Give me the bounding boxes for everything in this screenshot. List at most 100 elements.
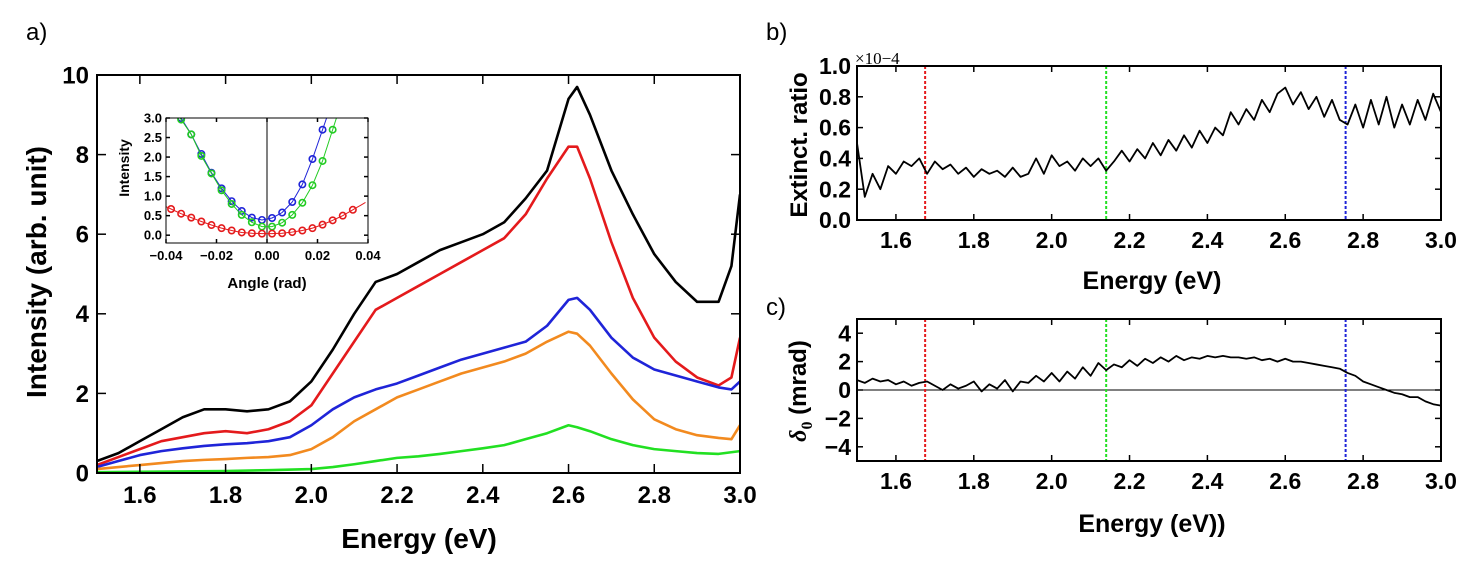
series-line-3 bbox=[97, 330, 740, 471]
x-tick-label: 2.6 bbox=[1269, 227, 1301, 253]
x-tick-label: 2.2 bbox=[1114, 468, 1146, 494]
x-tick-label: 2.4 bbox=[1191, 227, 1223, 253]
data-point bbox=[217, 186, 226, 195]
y-tick-label: 0.0 bbox=[144, 228, 162, 243]
data-point bbox=[187, 213, 196, 222]
x-tick-label: 1.8 bbox=[958, 227, 990, 253]
chart-a-inset: −0.04 −0.02 0.00 0.02 0.04 0.0 0.5 1.0 1.5 2.0 2.5… bbox=[116, 111, 381, 292]
y-tick-label: 0.5 bbox=[144, 208, 162, 223]
chart-c-xlabel: Energy (eV)) bbox=[1078, 510, 1225, 538]
data-point bbox=[207, 169, 216, 178]
y-tick-label: 2.5 bbox=[144, 130, 162, 145]
plot-area bbox=[166, 118, 366, 243]
data-point bbox=[177, 118, 186, 124]
series-line-2 bbox=[97, 296, 740, 469]
plot-frame bbox=[856, 65, 1442, 221]
data-point bbox=[237, 228, 246, 237]
data-point bbox=[308, 224, 317, 233]
y-tick-label: 1.5 bbox=[144, 169, 162, 184]
data-point bbox=[207, 221, 216, 230]
y-tick-label: −2 bbox=[825, 405, 851, 431]
x-tick-label: 2.4 bbox=[1191, 468, 1223, 494]
y-tick-label: 2 bbox=[838, 349, 851, 375]
x-tick-label: 2.2 bbox=[380, 482, 413, 509]
data-point bbox=[268, 214, 277, 223]
x-tick-label: 1.8 bbox=[958, 468, 990, 494]
data-point bbox=[247, 213, 256, 222]
data-point bbox=[348, 205, 357, 214]
y-tick-label: 2 bbox=[76, 381, 89, 408]
x-tick-label: 2.8 bbox=[638, 482, 671, 509]
x-tick-label: 1.6 bbox=[123, 482, 156, 509]
x-tick-label: 3.0 bbox=[1425, 468, 1457, 494]
x-tick-label: 1.6 bbox=[880, 468, 912, 494]
y-tick-label: 3.0 bbox=[144, 111, 162, 126]
data-point bbox=[338, 211, 347, 220]
panel-label-c: c) bbox=[766, 294, 786, 321]
y-tick-label: 0.2 bbox=[819, 176, 851, 202]
chart-a-ylabel: Intensity (arb. unit) bbox=[21, 146, 52, 398]
x-tick-label: 0.02 bbox=[305, 248, 330, 263]
data-point bbox=[278, 229, 287, 238]
data-point bbox=[197, 151, 206, 160]
data-point bbox=[288, 228, 297, 237]
y-tick-label: −4 bbox=[825, 434, 851, 460]
series-line-4 bbox=[97, 423, 740, 473]
data-point bbox=[318, 220, 327, 229]
chart-a-xlabel: Energy (eV) bbox=[341, 523, 497, 554]
data-point bbox=[247, 229, 256, 238]
y-tick-label: 10 bbox=[62, 62, 89, 89]
y-tick-label: 8 bbox=[76, 142, 89, 169]
series-line-0 bbox=[97, 85, 740, 463]
panel-label-a: a) bbox=[26, 19, 47, 46]
x-tick-label: −0.04 bbox=[150, 248, 184, 263]
y-tick-label: 0 bbox=[838, 377, 851, 403]
x-tick-label: 2.8 bbox=[1347, 227, 1379, 253]
x-tick-label: 1.6 bbox=[880, 227, 912, 253]
y-tick-label: 0 bbox=[76, 460, 89, 487]
data-point bbox=[227, 199, 236, 208]
plot-area bbox=[857, 66, 1441, 220]
data-point bbox=[298, 226, 307, 235]
data-point bbox=[227, 226, 236, 235]
series-line-0 bbox=[857, 355, 1441, 407]
chart-b-ylabel: Extinct. ratio bbox=[786, 72, 813, 217]
inset-xlabel: Angle (rad) bbox=[227, 275, 306, 292]
y-tick-label: 0.0 bbox=[819, 207, 851, 233]
y-tick-label: 0.4 bbox=[819, 145, 851, 171]
y-tick-label: 1.0 bbox=[819, 53, 851, 79]
x-tick-label: 2.8 bbox=[1347, 468, 1379, 494]
data-point bbox=[257, 229, 266, 238]
x-tick-label: 0.00 bbox=[254, 248, 279, 263]
data-point bbox=[328, 125, 337, 134]
chart-c: 1.6 1.8 2.0 2.2 2.4 2.6 2.8 3.0 −4 −202 4 Energy (… bbox=[785, 318, 1457, 538]
x-tick-label: 3.0 bbox=[723, 482, 756, 509]
data-point bbox=[278, 208, 287, 217]
x-tick-label: 0.04 bbox=[355, 248, 381, 263]
y-tick-label: 1.0 bbox=[144, 189, 162, 204]
panel-label-b: b) bbox=[766, 19, 787, 46]
x-tick-label: 2.0 bbox=[1036, 468, 1068, 494]
x-tick-label: 1.8 bbox=[209, 482, 242, 509]
y-tick-label: 6 bbox=[76, 222, 89, 249]
chart-b: 1.6 1.8 2.0 2.2 2.4 2.6 2.8 3.0 0.0 0.2 0.4 0.6 0.8 1… bbox=[786, 49, 1457, 295]
series-line-1 bbox=[97, 145, 740, 467]
chart-b-xlabel: Energy (eV) bbox=[1083, 267, 1222, 295]
data-point bbox=[177, 209, 186, 218]
y-tick-label: 2.0 bbox=[144, 150, 162, 165]
chart-c-ylabel: δ0 (mrad) bbox=[785, 340, 816, 442]
data-point bbox=[318, 156, 327, 165]
data-point bbox=[167, 205, 176, 214]
data-point bbox=[187, 130, 196, 139]
x-tick-label: 2.6 bbox=[552, 482, 585, 509]
chart-a: 1.6 1.8 2.0 2.2 2.4 2.6 2.8 3.0 0 2 4 6 8 10 Energy (… bbox=[21, 62, 757, 554]
fit-line-0 bbox=[180, 118, 328, 221]
x-tick-label: 2.2 bbox=[1114, 227, 1146, 253]
y-tick-label: 4 bbox=[838, 320, 851, 346]
data-point bbox=[288, 197, 297, 206]
data-point bbox=[197, 217, 206, 226]
x-tick-label: 2.0 bbox=[295, 482, 328, 509]
y-tick-label: 4 bbox=[76, 301, 90, 328]
data-point bbox=[308, 155, 317, 164]
